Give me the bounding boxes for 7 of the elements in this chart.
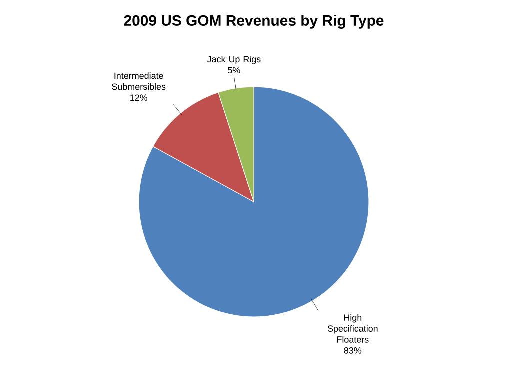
slice-label: Intermediate Submersibles	[112, 72, 166, 90]
slice-label: High Specification Floaters	[328, 314, 378, 343]
data-label: 5%	[228, 67, 240, 74]
data-label: 12%	[130, 94, 148, 102]
data-label: 83%	[344, 348, 362, 354]
slice-label: Jack Up Rigs	[207, 56, 261, 64]
chart-title: 2009 US GOM Revenues by Rig Type	[124, 15, 384, 29]
